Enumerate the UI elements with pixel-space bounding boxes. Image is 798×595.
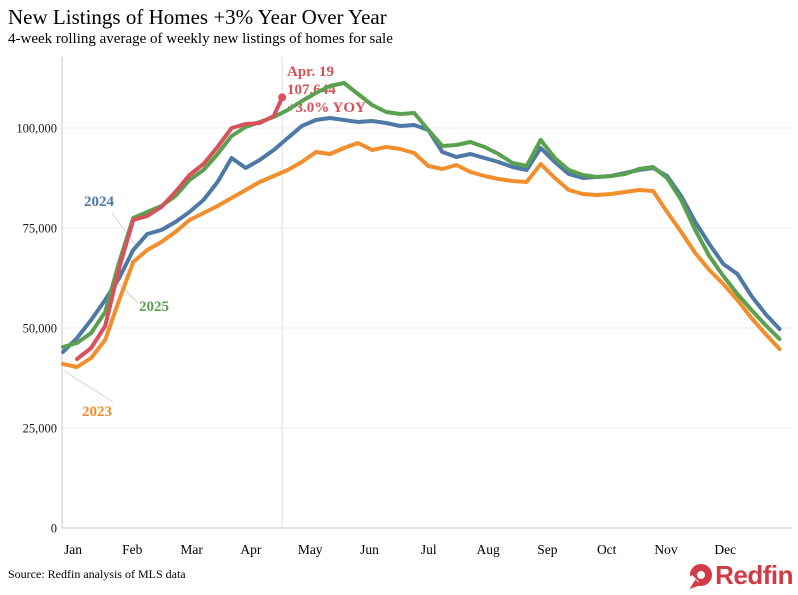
redfin-logo: Redfin [687, 560, 793, 591]
x-axis-tick-label: Nov [654, 542, 677, 557]
series-label-2023: 2023 [82, 404, 112, 420]
series-line-current [75, 95, 285, 361]
latest-point-marker [278, 93, 287, 102]
x-axis-tick-label: Aug [476, 542, 499, 557]
page-title: New Listings of Homes +3% Year Over Year [8, 5, 387, 29]
redfin-logo-icon [687, 563, 713, 589]
annotation-date: Apr. 19 [287, 64, 334, 80]
x-axis-tick-label: Jul [421, 542, 437, 557]
x-axis-tick-label: Mar [180, 542, 203, 557]
y-axis-tick-label: 100,000 [16, 122, 57, 136]
latest-point-annotation: Apr. 19 107,644 +3.0% YOY [287, 63, 366, 117]
series-line-2025 [61, 81, 782, 349]
y-axis-tick-label: 0 [51, 522, 57, 536]
x-axis-tick-label: May [298, 542, 323, 557]
x-axis-tick-label: Jun [360, 542, 379, 557]
x-axis-tick-label: Jan [64, 542, 82, 557]
annotation-value: 107,644 [287, 82, 336, 98]
annotation-yoy: +3.0% YOY [287, 100, 366, 116]
redfin-logo-text: Redfin [715, 560, 793, 590]
label-leader-line [111, 212, 138, 248]
label-leader-line [63, 370, 114, 403]
series-label-2025: 2025 [139, 299, 169, 315]
y-axis-tick-label: 75,000 [23, 222, 57, 236]
page-subtitle: 4-week rolling average of weekly new lis… [8, 31, 393, 47]
source-text: Source: Redfin analysis of MLS data [8, 567, 186, 581]
series-line-2023 [61, 141, 782, 369]
x-axis-tick-label: Oct [597, 542, 617, 557]
y-axis-tick-label: 25,000 [23, 422, 57, 436]
x-axis-tick-label: Sep [537, 542, 558, 557]
x-axis-tick-label: Apr [240, 542, 261, 557]
y-axis-tick-label: 50,000 [23, 322, 57, 336]
x-axis-tick-label: Feb [122, 542, 143, 557]
x-axis-tick-label: Dec [714, 542, 736, 557]
series-label-2024: 2024 [84, 194, 114, 210]
